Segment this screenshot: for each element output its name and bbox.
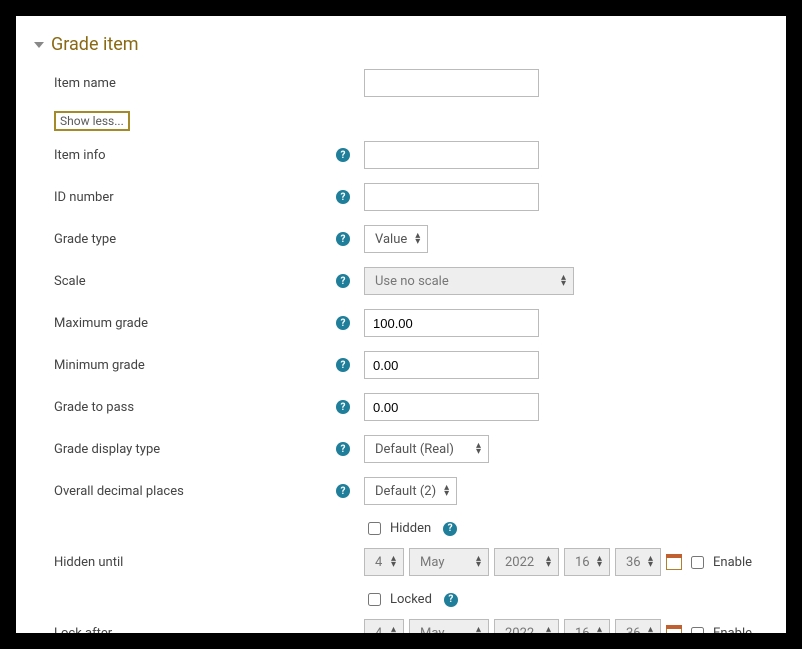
help-icon[interactable]: ? (336, 190, 350, 204)
lock-hour-select: 16▴▾ (564, 619, 610, 633)
min-grade-input[interactable] (364, 351, 539, 379)
help-icon[interactable]: ? (336, 358, 350, 372)
updown-icon: ▴▾ (444, 485, 449, 497)
label-grade-to-pass: Grade to pass (54, 400, 134, 415)
hidden-enable-checkbox[interactable] (691, 556, 704, 569)
hidden-enable-wrap[interactable]: Enable (687, 553, 752, 572)
updown-icon: ▴▾ (597, 556, 602, 568)
hidden-month-select: May▴▾ (409, 548, 489, 576)
updown-icon: ▴▾ (597, 627, 602, 633)
hidden-day-select: 4▴▾ (364, 548, 404, 576)
decimal-places-select[interactable]: Default (2) ▴▾ (364, 477, 457, 505)
scale-value: Use no scale (375, 274, 449, 289)
lock-enable-wrap[interactable]: Enable (687, 624, 752, 634)
decimal-places-value: Default (2) (375, 484, 436, 499)
id-number-input[interactable] (364, 183, 539, 211)
lock-enable-checkbox[interactable] (691, 627, 704, 634)
chevron-down-icon (34, 42, 44, 48)
updown-icon: ▴▾ (476, 627, 481, 633)
updown-icon: ▴▾ (648, 556, 653, 568)
label-item-info: Item info (54, 148, 106, 163)
hidden-enable-label: Enable (713, 555, 752, 570)
grade-to-pass-input[interactable] (364, 393, 539, 421)
updown-icon: ▴▾ (391, 627, 396, 633)
help-icon[interactable]: ? (336, 400, 350, 414)
max-grade-input[interactable] (364, 309, 539, 337)
label-scale: Scale (54, 274, 86, 289)
show-less-link[interactable]: Show less... (54, 111, 130, 131)
grade-type-value: Value (375, 232, 407, 247)
label-item-name: Item name (54, 76, 116, 91)
updown-icon: ▴▾ (546, 556, 551, 568)
help-icon[interactable]: ? (336, 316, 350, 330)
label-min-grade: Minimum grade (54, 358, 145, 373)
hidden-checkbox-wrap[interactable]: Hidden (364, 519, 431, 538)
updown-icon: ▴▾ (391, 556, 396, 568)
item-name-input[interactable] (364, 69, 539, 97)
hidden-minute-select: 36▴▾ (615, 548, 661, 576)
display-type-select[interactable]: Default (Real) ▴▾ (364, 435, 489, 463)
locked-checkbox-wrap[interactable]: Locked (364, 590, 432, 609)
label-decimal-places: Overall decimal places (54, 484, 184, 499)
updown-icon: ▴▾ (561, 275, 566, 287)
grade-type-select[interactable]: Value ▴▾ (364, 225, 428, 253)
help-icon[interactable]: ? (443, 522, 457, 536)
hidden-label: Hidden (390, 521, 431, 536)
lock-year-select: 2022▴▾ (494, 619, 559, 633)
lock-minute-select: 36▴▾ (615, 619, 661, 633)
calendar-icon[interactable] (666, 625, 682, 633)
updown-icon: ▴▾ (415, 233, 420, 245)
label-id-number: ID number (54, 190, 114, 205)
item-info-input[interactable] (364, 141, 539, 169)
help-icon[interactable]: ? (336, 442, 350, 456)
label-max-grade: Maximum grade (54, 316, 148, 331)
section-toggle[interactable]: Grade item (34, 34, 768, 55)
updown-icon: ▴▾ (546, 627, 551, 633)
label-hidden-until: Hidden until (54, 555, 123, 570)
label-grade-type: Grade type (54, 232, 116, 247)
label-lock-after: Lock after (54, 626, 112, 634)
scale-select: Use no scale ▴▾ (364, 267, 574, 295)
section-title: Grade item (51, 34, 139, 55)
help-icon[interactable]: ? (336, 484, 350, 498)
updown-icon: ▴▾ (476, 443, 481, 455)
locked-label: Locked (390, 592, 432, 607)
display-type-value: Default (Real) (375, 442, 454, 457)
updown-icon: ▴▾ (476, 556, 481, 568)
help-icon[interactable]: ? (336, 148, 350, 162)
label-display-type: Grade display type (54, 442, 160, 457)
lock-enable-label: Enable (713, 626, 752, 634)
lock-month-select: May▴▾ (409, 619, 489, 633)
hidden-year-select: 2022▴▾ (494, 548, 559, 576)
calendar-icon[interactable] (666, 554, 682, 570)
help-icon[interactable]: ? (336, 232, 350, 246)
locked-checkbox[interactable] (368, 593, 381, 606)
hidden-hour-select: 16▴▾ (564, 548, 610, 576)
lock-day-select: 4▴▾ (364, 619, 404, 633)
help-icon[interactable]: ? (444, 593, 458, 607)
hidden-checkbox[interactable] (368, 522, 381, 535)
updown-icon: ▴▾ (648, 627, 653, 633)
help-icon[interactable]: ? (336, 274, 350, 288)
